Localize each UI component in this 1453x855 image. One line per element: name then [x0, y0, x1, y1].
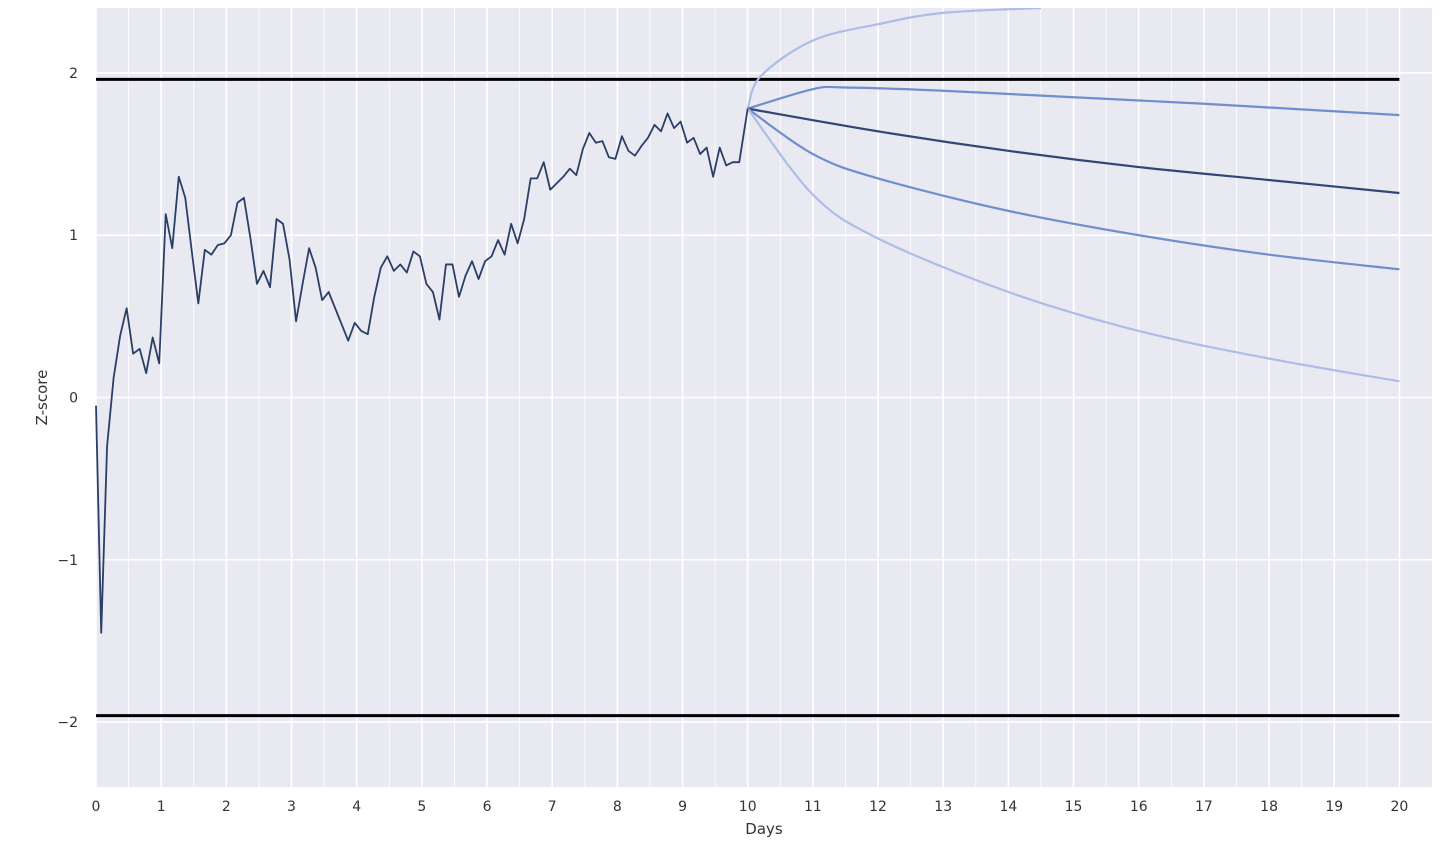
- x-tick-label: 5: [417, 799, 426, 815]
- observed-line: [95, 108, 749, 634]
- x-axis-label: Days: [745, 820, 783, 838]
- x-axis-ticks: 0 1 2 3 4 5 6 7 8 9 10 11 12 13 14 15 16 17 18 19 20: [92, 799, 1409, 815]
- y-tick-label: 0: [69, 391, 78, 407]
- x-tick-label: 1: [157, 799, 166, 815]
- y-tick-label: −2: [57, 715, 78, 731]
- threshold-lines: [96, 77, 1400, 718]
- x-tick-label: 3: [287, 799, 296, 815]
- x-tick-label: 12: [869, 799, 887, 815]
- x-tick-label: 8: [613, 799, 622, 815]
- forecast-outer-upper-line: [746, 8, 1042, 110]
- x-tick-label: 9: [678, 799, 687, 815]
- x-tick-label: 17: [1195, 799, 1213, 815]
- x-tick-label: 4: [352, 799, 361, 815]
- forecast-center-line: [747, 107, 1400, 195]
- x-tick-label: 2: [222, 799, 231, 815]
- y-tick-label: 1: [69, 228, 78, 244]
- x-tick-label: 11: [804, 799, 822, 815]
- y-tick-label: −1: [57, 553, 78, 569]
- x-tick-label: 13: [934, 799, 952, 815]
- gridlines: [95, 8, 1432, 787]
- x-tick-label: 6: [483, 799, 492, 815]
- x-tick-label: 18: [1260, 799, 1278, 815]
- x-tick-label: 16: [1130, 799, 1148, 815]
- x-tick-label: 14: [999, 799, 1017, 815]
- y-tick-label: 2: [69, 66, 78, 82]
- forecast-outer-lower-line: [746, 107, 1400, 383]
- x-tick-label: 10: [739, 799, 757, 815]
- x-tick-label: 20: [1391, 799, 1409, 815]
- forecast-inner-upper-line: [747, 85, 1400, 117]
- x-tick-label: 15: [1065, 799, 1083, 815]
- y-axis-ticks: −2 −1 0 1 2: [57, 66, 78, 731]
- forecast-inner-lower-line: [747, 107, 1400, 271]
- y-axis-label: Z-score: [33, 370, 51, 426]
- observed-series: [95, 108, 749, 634]
- x-tick-label: 7: [548, 799, 557, 815]
- x-tick-label: 0: [92, 799, 101, 815]
- forecast-curves: [746, 8, 1400, 383]
- x-tick-label: 19: [1325, 799, 1343, 815]
